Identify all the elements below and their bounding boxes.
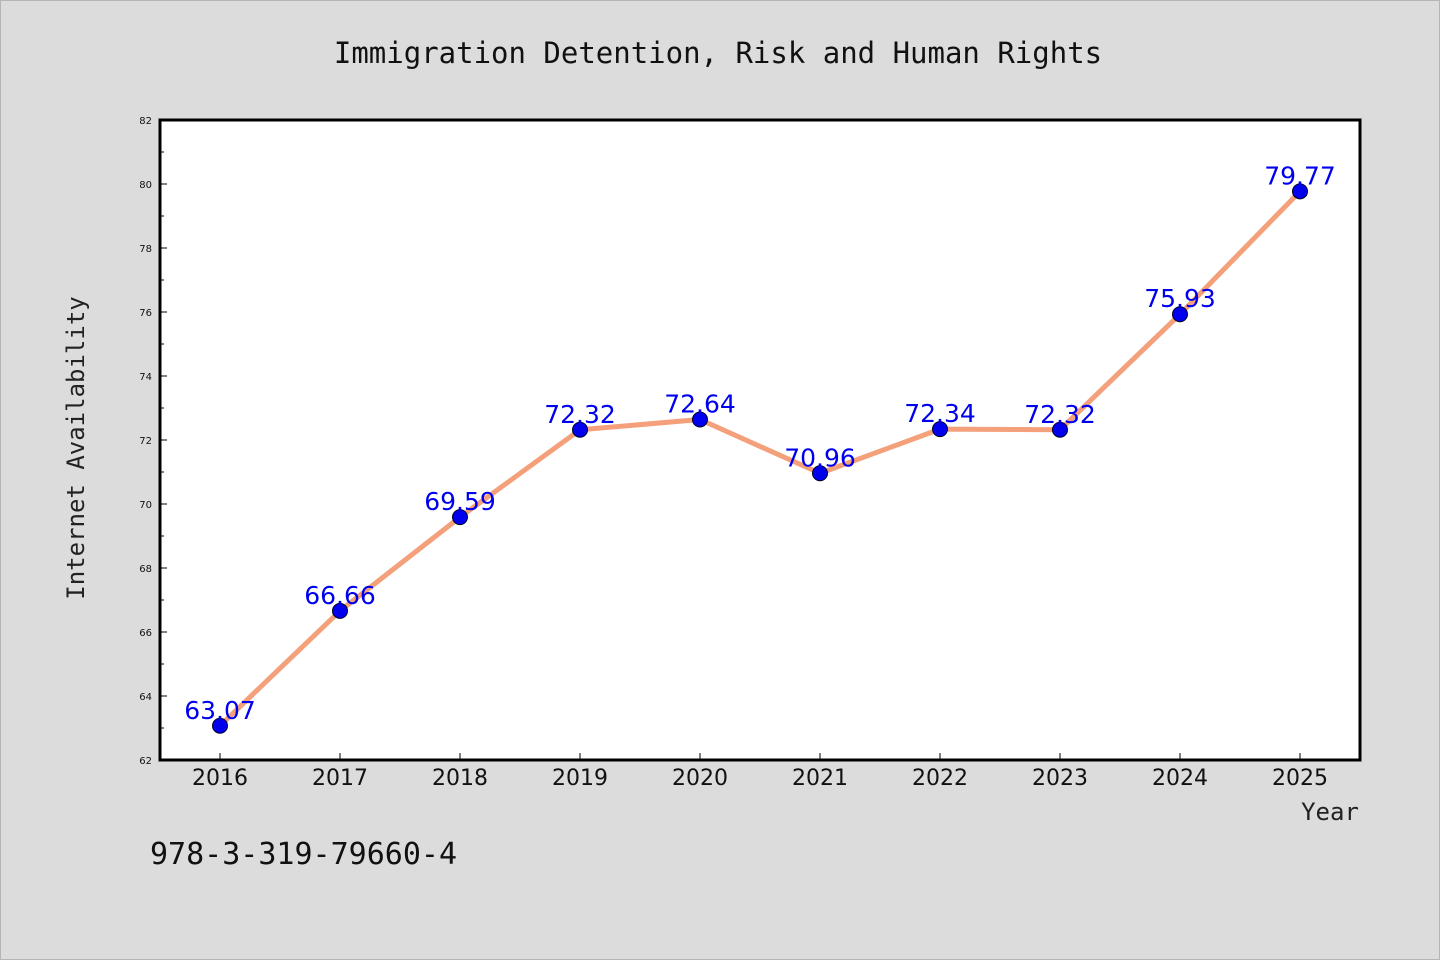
data-label-2021: 70.96 [784, 443, 856, 472]
x-tick-label: 2019 [552, 766, 608, 791]
data-label-2023: 72.32 [1024, 400, 1096, 429]
x-tick-label: 2020 [672, 766, 728, 791]
x-tick-label: 2024 [1152, 766, 1208, 791]
data-point-2023 [1052, 421, 1068, 438]
plot-border [158, 118, 1362, 762]
data-point-2025 [1292, 183, 1308, 200]
y-tick-label: 72 [139, 436, 152, 447]
data-point-2017 [332, 602, 348, 619]
data-point-2021 [812, 465, 828, 482]
y-tick-label: 76 [139, 308, 152, 319]
data-label-2017: 66.66 [304, 581, 376, 610]
x-tick-label: 2023 [1032, 766, 1088, 791]
data-point-2022 [932, 421, 948, 438]
y-axis-label: Internet Availability [62, 296, 90, 599]
y-axis-ticks: 62 64 66 68 70 72 74 76 78 80 82 [139, 116, 167, 767]
data-point-2024 [1172, 306, 1188, 323]
x-tick-label: 2017 [312, 766, 368, 791]
y-tick-label: 78 [139, 244, 152, 255]
data-label-2020: 72.64 [664, 390, 736, 419]
y-tick-label: 64 [139, 692, 152, 703]
data-label-2019: 72.32 [544, 400, 616, 429]
x-tick-label: 2016 [192, 766, 248, 791]
chart-title: Immigration Detention, Risk and Human Ri… [334, 36, 1102, 70]
data-point-2019 [572, 421, 588, 438]
data-label-2016: 63.07 [184, 696, 256, 725]
x-axis-label: Year [1301, 798, 1359, 826]
plot-area [160, 120, 1360, 760]
y-tick-label: 82 [139, 116, 152, 127]
data-point-2016 [212, 717, 228, 734]
x-tick-label: 2022 [912, 766, 968, 791]
series-line [217, 188, 1303, 729]
x-tick-label: 2025 [1272, 766, 1328, 791]
data-label-2024: 75.93 [1144, 284, 1216, 313]
x-axis-ticks: 2016 2017 2018 2019 2020 2021 2022 2023 2024 2025 [192, 753, 1328, 791]
data-label-2022: 72.34 [904, 399, 976, 428]
x-tick-label: 2018 [432, 766, 488, 791]
data-label-2025: 79.77 [1264, 161, 1336, 190]
isbn-text: 978-3-319-79660-4 [150, 837, 457, 872]
data-label-2018: 69.59 [424, 487, 496, 516]
y-tick-label: 70 [139, 500, 152, 511]
data-labels: 63.07 66.66 69.59 72.32 72.64 70.96 72.34 72.32… [184, 161, 1336, 724]
y-tick-label: 68 [139, 564, 152, 575]
data-markers [212, 183, 1308, 734]
y-tick-label: 80 [139, 180, 152, 191]
y-tick-label: 62 [139, 756, 152, 767]
data-point-2018 [452, 509, 468, 526]
data-point-2020 [692, 411, 708, 428]
y-tick-label: 74 [139, 372, 152, 383]
x-tick-label: 2021 [792, 766, 848, 791]
y-tick-label: 66 [139, 628, 152, 639]
